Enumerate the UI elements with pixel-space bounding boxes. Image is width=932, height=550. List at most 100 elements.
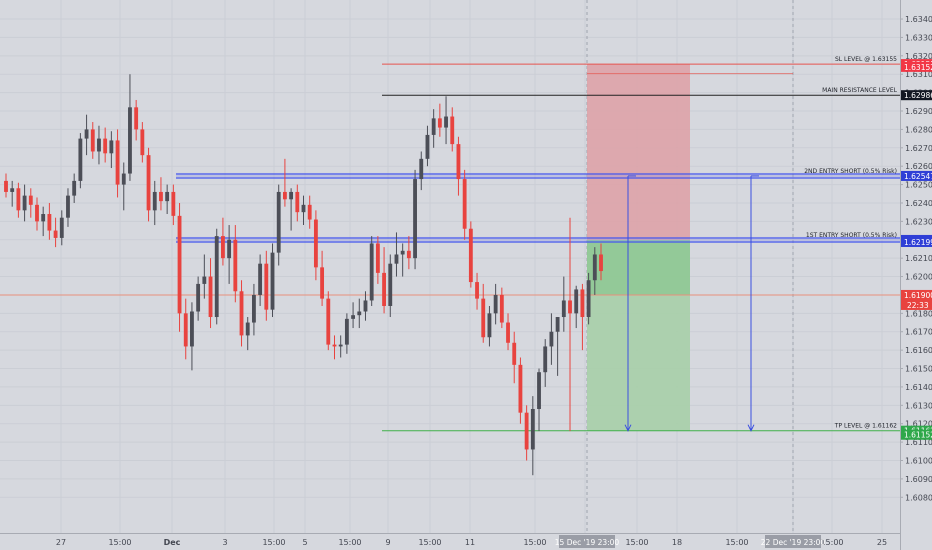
candle[interactable] [152,180,157,226]
candle-body[interactable] [97,138,101,152]
candle-body[interactable] [208,276,213,318]
candle[interactable] [599,243,603,281]
candle-body[interactable] [413,179,417,259]
candle-body[interactable] [282,191,287,200]
candle[interactable] [530,396,535,476]
candle-body[interactable] [524,412,529,450]
candle-body[interactable] [196,283,201,312]
candle[interactable] [84,114,89,156]
candle[interactable] [251,283,256,336]
candle[interactable] [592,247,597,295]
candle-body[interactable] [227,239,232,259]
risk-reward-zones[interactable] [587,64,690,431]
candle[interactable] [221,217,225,266]
candle-body[interactable] [264,263,269,310]
candle[interactable] [462,169,467,240]
candle[interactable] [16,182,21,218]
candle-body[interactable] [561,300,566,318]
candle[interactable] [375,236,380,284]
candle-body[interactable] [171,191,176,216]
candle[interactable] [10,180,15,207]
candle-body[interactable] [450,116,455,145]
candle[interactable] [493,283,498,325]
candle[interactable] [357,298,362,329]
candle-body[interactable] [568,300,572,314]
candle-body[interactable] [363,300,368,312]
candle-body[interactable] [307,204,312,220]
candle-body[interactable] [326,298,331,345]
candle-body[interactable] [351,315,356,319]
candle[interactable] [196,276,201,321]
candle-body[interactable] [338,344,343,347]
candle[interactable] [183,298,188,360]
candle-body[interactable] [134,107,139,130]
candle[interactable] [481,283,486,343]
candle-body[interactable] [78,138,83,181]
candle-body[interactable] [344,318,349,345]
entry-level-band[interactable] [176,172,900,179]
candle[interactable] [400,243,405,277]
candle-body[interactable] [177,215,182,314]
candle[interactable] [208,258,213,329]
candle-body[interactable] [109,140,114,154]
candle-body[interactable] [382,272,386,306]
candle-body[interactable] [599,254,603,272]
candle[interactable] [239,280,244,347]
candle[interactable] [561,276,566,332]
candle[interactable] [177,202,182,332]
candle-body[interactable] [152,191,157,211]
candle-body[interactable] [394,254,399,264]
candle-body[interactable] [140,129,145,156]
candle[interactable] [394,232,399,277]
candle[interactable] [524,405,529,461]
candle[interactable] [289,188,294,231]
candle-body[interactable] [35,204,39,222]
candle-body[interactable] [462,179,467,229]
candle-body[interactable] [84,129,89,139]
entry-price-badge[interactable]: 1.62547 [901,170,932,181]
tp-price-badge[interactable]: 1.61152 [901,429,932,440]
candle[interactable] [22,184,27,222]
candle-body[interactable] [233,239,238,292]
candle-body[interactable] [289,191,294,200]
target-arrows[interactable] [624,175,759,432]
candle[interactable] [171,184,176,226]
candle-body[interactable] [555,317,560,332]
candle[interactable] [450,107,455,152]
candle[interactable] [307,195,312,229]
candle[interactable] [320,250,325,306]
candle-body[interactable] [59,217,64,238]
candle-body[interactable] [4,180,8,192]
candle[interactable] [146,147,151,222]
candle-body[interactable] [221,236,225,259]
candle[interactable] [35,197,39,231]
candle-body[interactable] [425,134,430,159]
candle-body[interactable] [400,250,405,255]
candle[interactable] [41,206,46,237]
entry-price-badge[interactable]: 1.62199 [901,236,932,247]
candle-body[interactable] [295,191,300,213]
candle-body[interactable] [487,313,492,338]
candle[interactable] [282,158,287,207]
candle-body[interactable] [444,116,448,128]
candle[interactable] [109,131,114,169]
candle-body[interactable] [115,140,120,185]
candle[interactable] [295,184,300,222]
candle[interactable] [78,133,83,189]
candle-body[interactable] [518,364,523,413]
candle[interactable] [580,283,585,351]
candle-body[interactable] [239,291,244,336]
candle-body[interactable] [202,276,207,284]
candle-body[interactable] [493,294,498,314]
candle-body[interactable] [159,191,163,202]
candle[interactable] [4,173,8,198]
candle-body[interactable] [456,144,461,180]
candle-body[interactable] [499,294,504,323]
candle-body[interactable] [28,195,33,205]
candle-body[interactable] [128,107,132,174]
candle-body[interactable] [214,236,219,318]
candle-body[interactable] [592,254,597,281]
candle[interactable] [245,317,250,351]
candle[interactable] [313,210,318,281]
